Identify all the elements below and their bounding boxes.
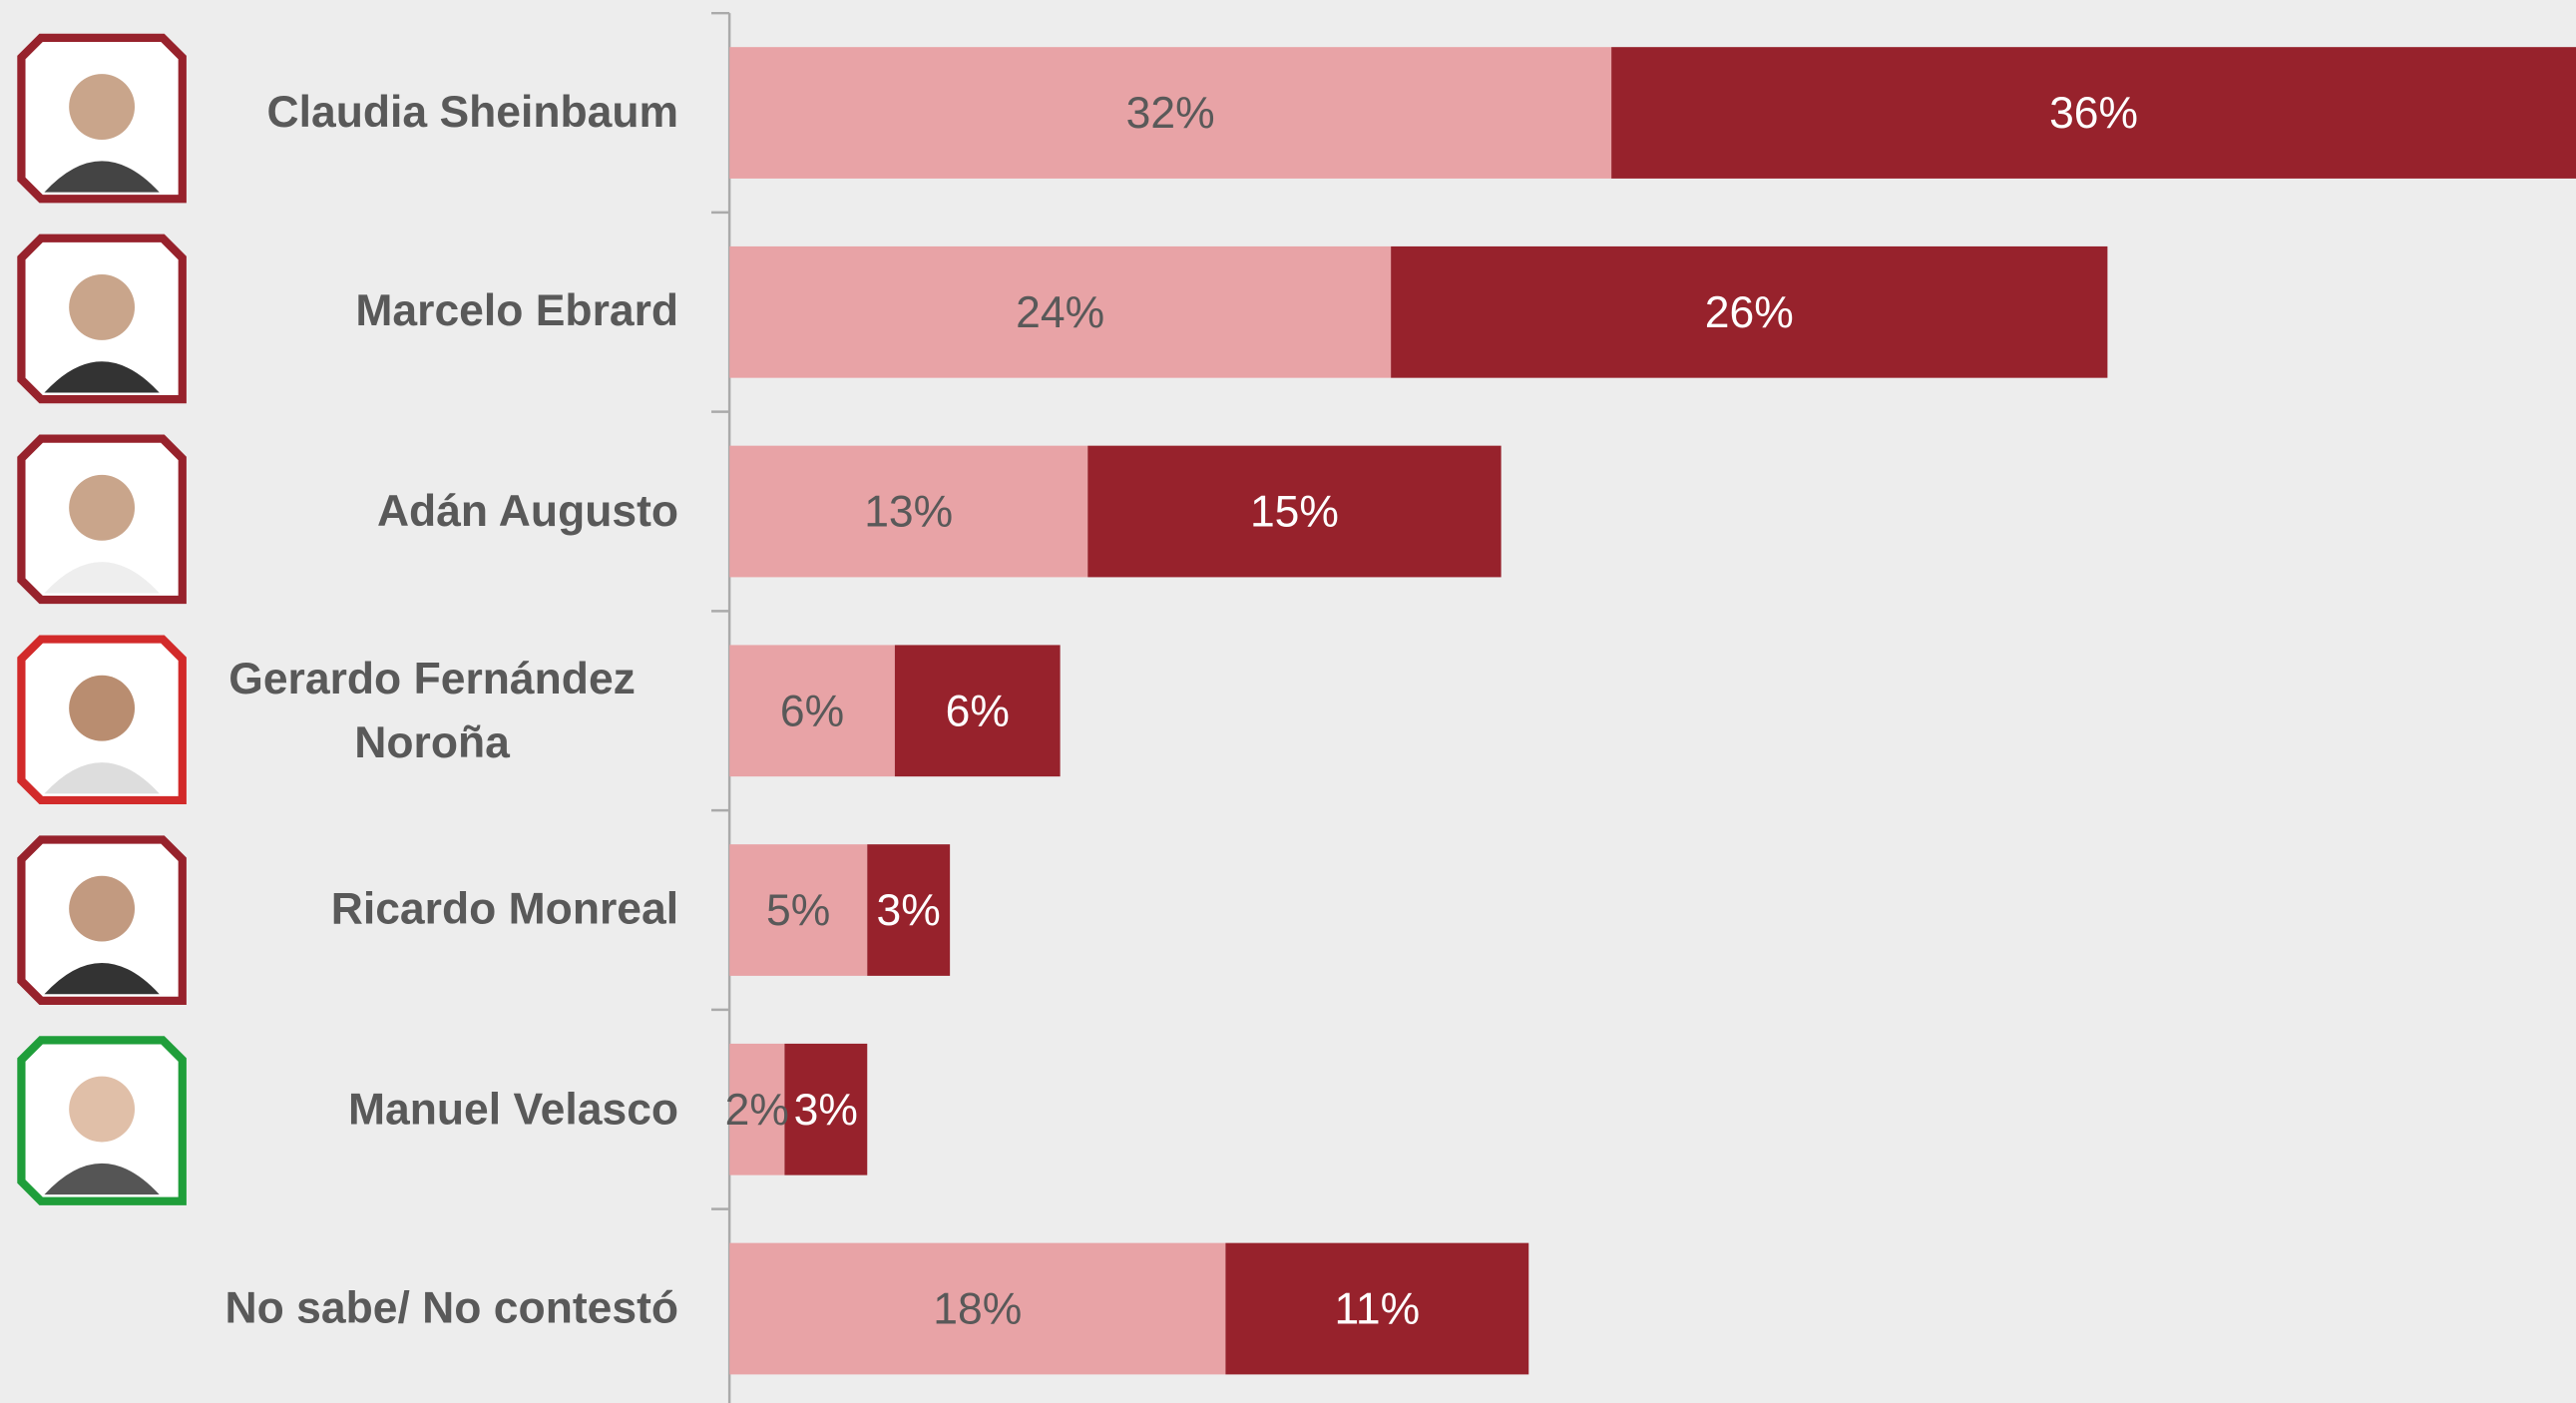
bars bbox=[729, 47, 2576, 1375]
category-label: Manuel Velasco bbox=[347, 1084, 679, 1134]
value-labels: 32% 36%24% 26%13% 15%6% 6%5% 3%2% 3%18% 11% bbox=[725, 89, 2138, 1333]
value-label: 26% bbox=[1705, 288, 1794, 337]
bar-segment bbox=[1087, 445, 1502, 578]
photo bbox=[17, 635, 187, 805]
value-label: 11% bbox=[1334, 1285, 1420, 1334]
value-label: 5% bbox=[766, 886, 830, 935]
category-label-box: Claudia Sheinbaum bbox=[186, 31, 679, 196]
bar-segment bbox=[729, 844, 868, 976]
category-label: Gerardo Fernández Noroña bbox=[228, 653, 636, 767]
bar-segment bbox=[867, 844, 951, 976]
bar-segment bbox=[1225, 1242, 1529, 1375]
photo bbox=[17, 1036, 187, 1205]
photos bbox=[17, 33, 187, 1205]
value-label: 36% bbox=[2049, 89, 2138, 138]
value-label: 18% bbox=[933, 1285, 1022, 1334]
bar-segment bbox=[729, 645, 895, 777]
bar-segment bbox=[729, 1242, 1226, 1375]
value-label: 6% bbox=[780, 687, 844, 735]
photo bbox=[17, 33, 187, 204]
photo bbox=[17, 234, 187, 404]
value-label: 3% bbox=[794, 1086, 858, 1135]
value-label: 24% bbox=[1016, 288, 1104, 337]
category-label: No sabe/ No contestó bbox=[224, 1282, 679, 1333]
bar-segment bbox=[729, 445, 1088, 578]
category-label: Marcelo Ebrard bbox=[355, 286, 679, 336]
category-label: Adán Augusto bbox=[376, 486, 679, 536]
category-label-box: Adán Augusto bbox=[186, 429, 678, 594]
category-label-box: Ricardo Monreal bbox=[186, 828, 678, 993]
category-label: Claudia Sheinbaum bbox=[266, 87, 679, 137]
value-label: 6% bbox=[946, 687, 1010, 735]
value-label: 15% bbox=[1250, 488, 1339, 537]
category-label-box: Manuel Velasco bbox=[186, 1027, 678, 1191]
category-label-box: No sabe/ No contestó bbox=[186, 1226, 679, 1391]
bar-segment bbox=[784, 1043, 868, 1175]
category-label-box: Gerardo Fernández Noroña bbox=[186, 629, 678, 793]
photo bbox=[17, 835, 187, 1005]
category-label-box: Marcelo Ebrard bbox=[186, 230, 678, 394]
bar-segment bbox=[1391, 245, 2108, 378]
value-label: 3% bbox=[877, 886, 941, 935]
bar-segment bbox=[729, 47, 1612, 179]
photo bbox=[17, 434, 187, 605]
value-label: 13% bbox=[864, 488, 953, 537]
bar-segment bbox=[729, 1043, 785, 1175]
bar-segment bbox=[729, 245, 1392, 378]
bar-segment bbox=[1611, 47, 2576, 179]
value-label: 2% bbox=[725, 1086, 789, 1135]
category-label: Ricardo Monreal bbox=[330, 884, 679, 934]
value-label: 32% bbox=[1126, 89, 1215, 138]
bar-segment bbox=[894, 645, 1061, 777]
